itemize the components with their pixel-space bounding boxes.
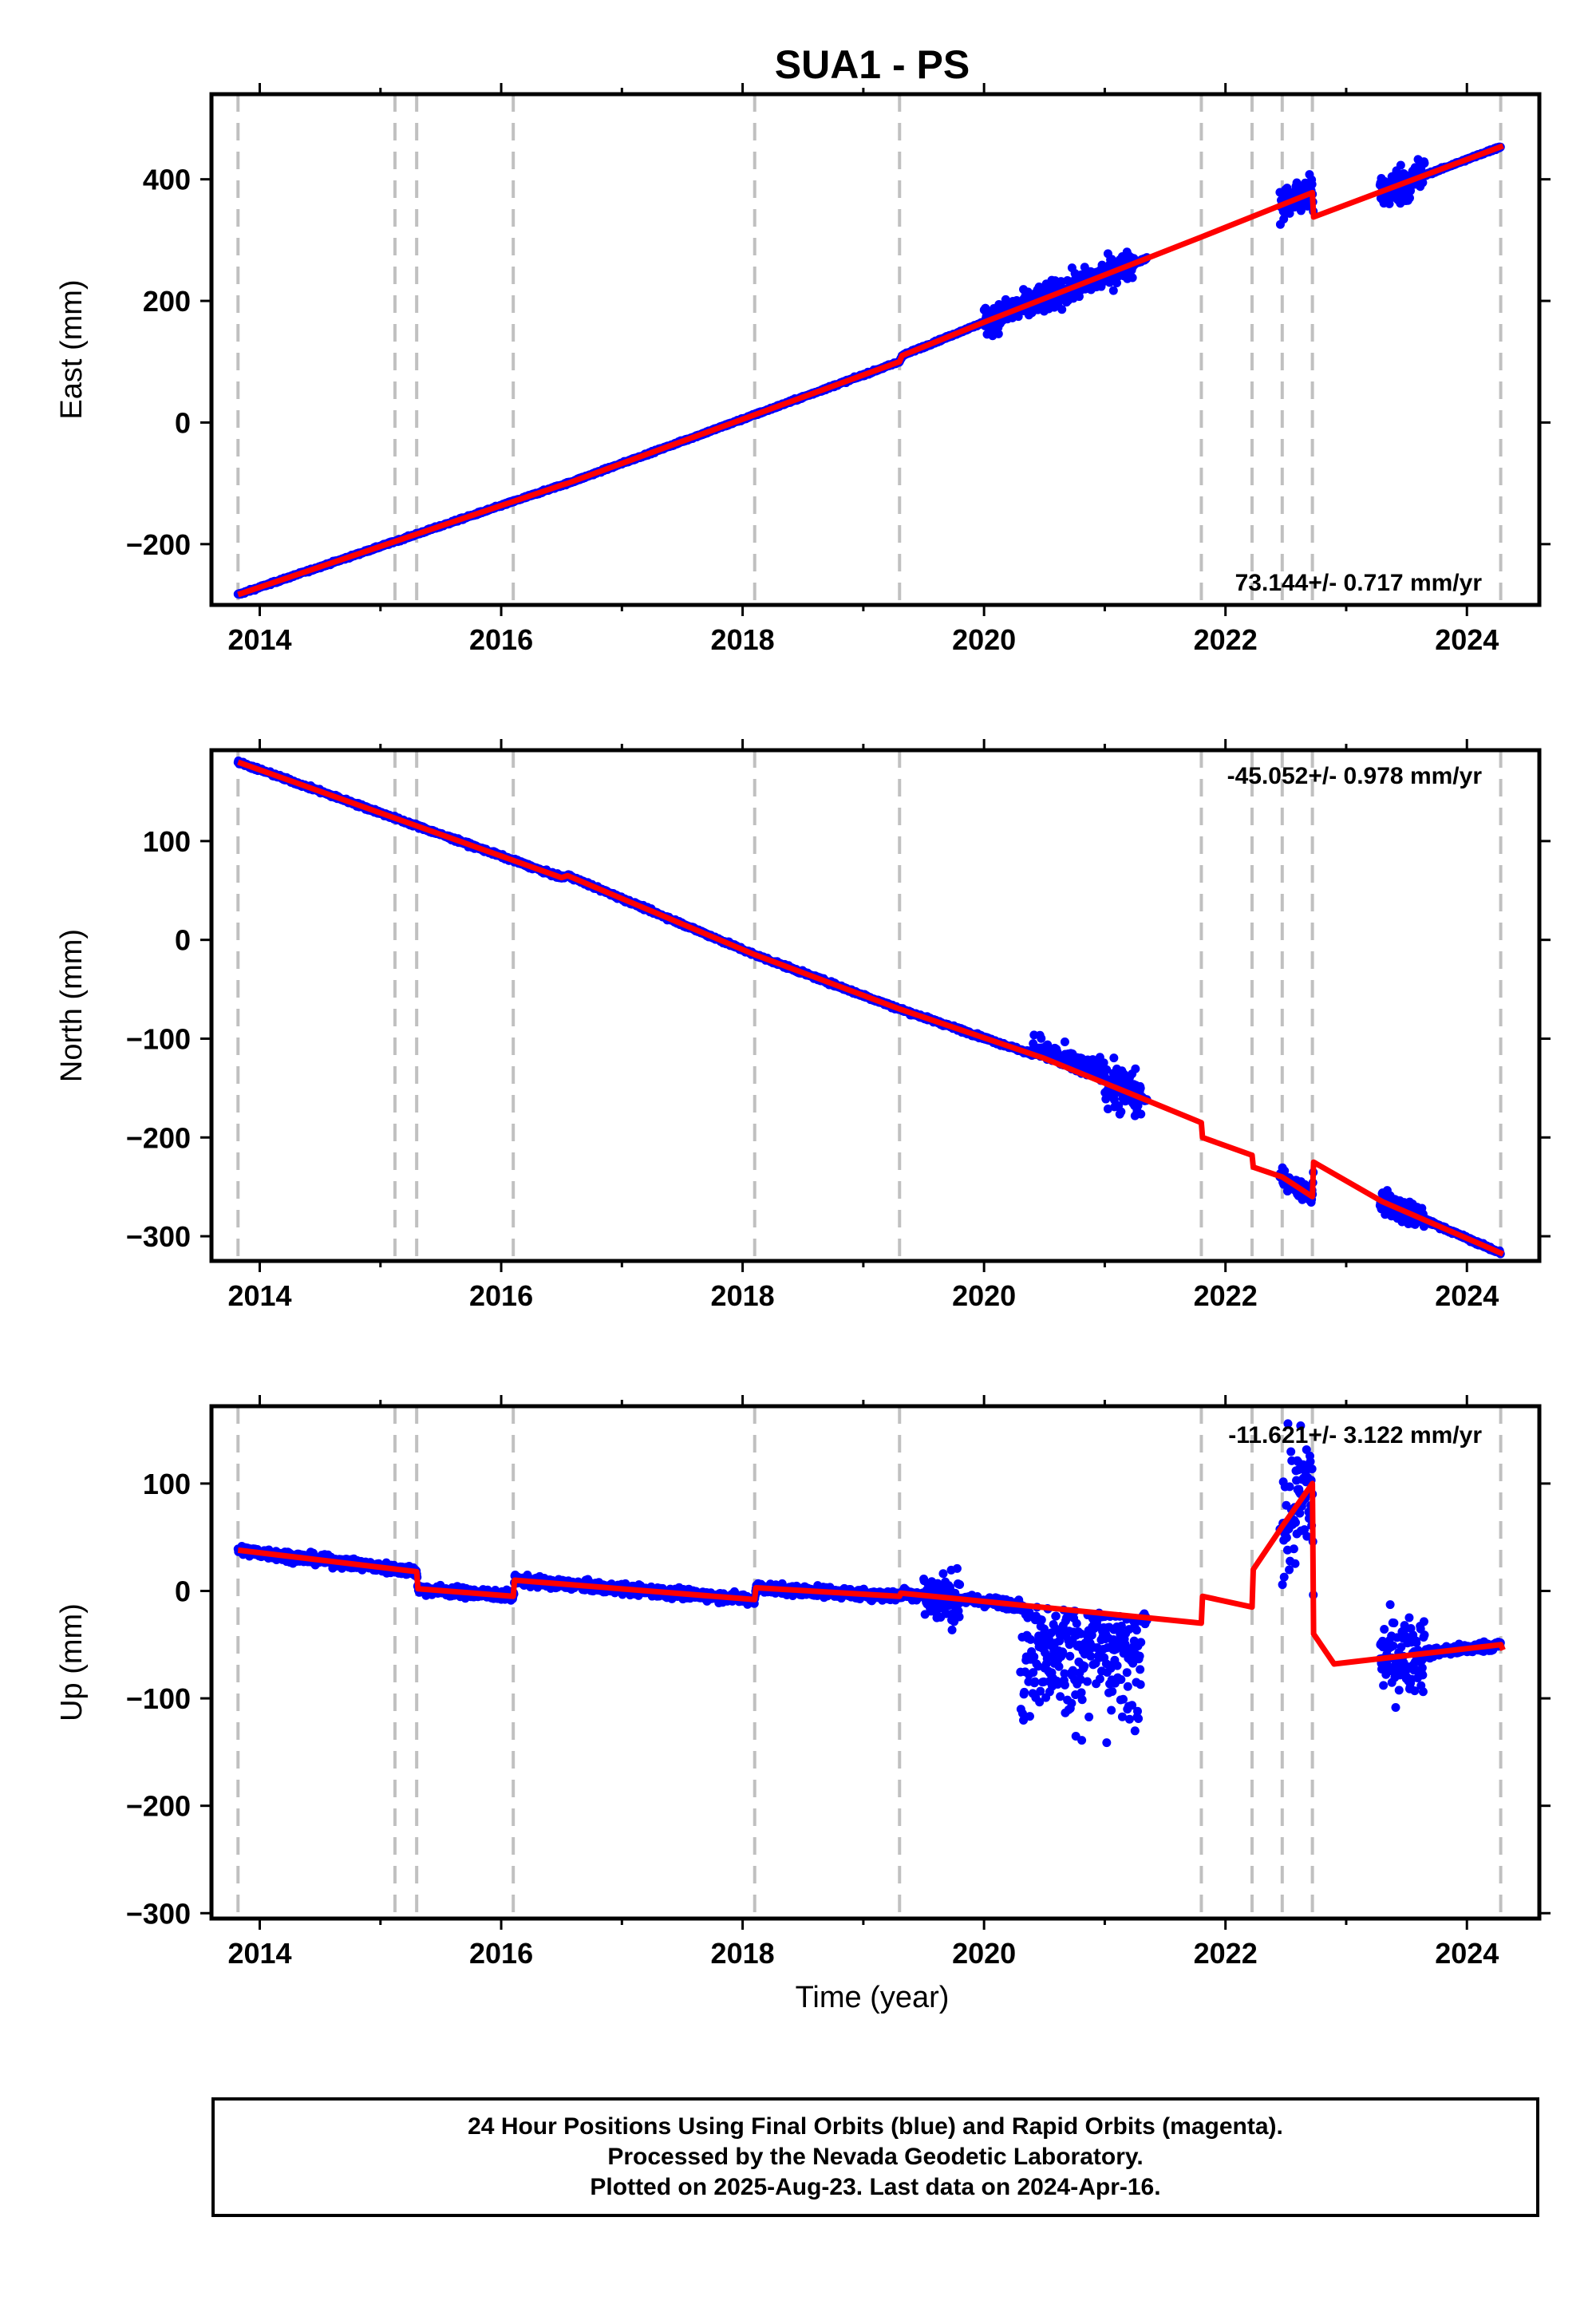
y-tick-label: −200 [126, 528, 191, 561]
x-tick-label: 2024 [1435, 623, 1499, 656]
rate-label: 73.144+/- 0.717 mm/yr [1235, 570, 1483, 596]
data-point [1128, 273, 1137, 283]
data-point [1102, 1065, 1112, 1074]
data-point [1136, 1084, 1145, 1093]
data-point [1307, 180, 1317, 189]
panel-north: 2014 2016 2018 2020 2022 2024−300−200−1000100… [55, 739, 1551, 1312]
data-point [1037, 1034, 1046, 1043]
plot-frame [209, 92, 1542, 607]
data-point [1060, 1037, 1069, 1046]
data-point [1108, 286, 1118, 295]
x-tick-label: 2018 [711, 623, 775, 656]
data-point [1116, 1107, 1126, 1117]
x-tick-label: 2022 [1194, 623, 1258, 656]
x-tick-label: 2016 [469, 623, 533, 656]
data-point [1385, 199, 1394, 208]
data-point [1279, 214, 1289, 223]
data-point [1043, 1040, 1053, 1049]
model-line [237, 143, 1504, 598]
data-point [1404, 193, 1414, 203]
data-point [1282, 184, 1292, 193]
data-point [1418, 178, 1428, 188]
data-point [1131, 1064, 1140, 1073]
data-point [1099, 1058, 1108, 1068]
data-point [994, 329, 1003, 338]
x-tick-label: 2014 [227, 623, 291, 656]
data-point [1396, 160, 1405, 170]
chart-title: SUA1 - PS [775, 42, 970, 87]
data-point [1057, 305, 1067, 314]
y-tick-label: 400 [143, 164, 191, 196]
data-point [1420, 158, 1429, 168]
data-point [1406, 186, 1416, 196]
panel-east: 2014 2016 2018 2020 2022 2024 −200 0 200 400 East … [55, 83, 1551, 656]
data-point [1136, 1109, 1146, 1119]
y-tick-label: 0 [175, 406, 191, 439]
y-axis-label: East (mm) [55, 279, 89, 419]
data-point [1103, 1105, 1112, 1114]
data-point [1109, 1053, 1119, 1063]
x-tick-label: 2020 [952, 623, 1016, 656]
y-tick-label: 200 [143, 285, 191, 318]
